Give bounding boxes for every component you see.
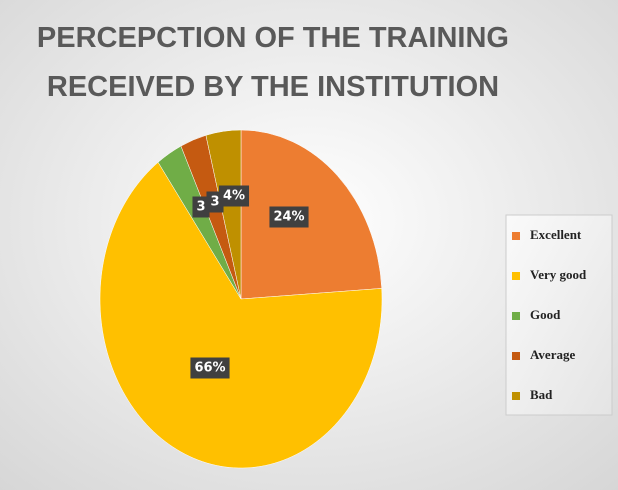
legend-label: Average	[530, 347, 575, 362]
title-line: PERCEPCTION OF THE TRAINING	[37, 22, 509, 54]
legend-label: Very good	[530, 267, 587, 282]
data-label-box	[190, 357, 230, 379]
legend-box	[505, 214, 613, 416]
data-label-box	[192, 196, 210, 218]
legend-label: Excellent	[530, 227, 582, 242]
legend-swatch	[512, 392, 520, 400]
pie	[99, 129, 383, 469]
pie-slice	[205, 129, 242, 300]
data-label-box	[218, 185, 250, 207]
title-line: RECEIVED BY THE INSTITUTION	[47, 71, 499, 103]
pie-slice	[99, 161, 383, 469]
pie-slice	[240, 129, 382, 300]
legend-label: Good	[530, 307, 561, 322]
data-label: 24%	[273, 210, 304, 225]
data-label-box	[269, 206, 309, 228]
data-label: 3	[210, 195, 219, 210]
legend-swatch	[512, 352, 520, 360]
chart-title: PERCEPCTION OF THE TRAINING RECEIVED BY …	[37, 22, 517, 103]
data-label: 3	[196, 200, 205, 215]
data-label: 66%	[194, 361, 225, 376]
legend-label: Bad	[530, 387, 553, 402]
legend: Excellent Very good Good Average Bad	[512, 227, 587, 402]
legend-swatch	[512, 232, 520, 240]
data-label: 4%	[223, 189, 245, 204]
legend-swatch	[512, 312, 520, 320]
legend-swatch	[512, 272, 520, 280]
labels: 24% 66% 3 3 4%	[190, 185, 309, 379]
